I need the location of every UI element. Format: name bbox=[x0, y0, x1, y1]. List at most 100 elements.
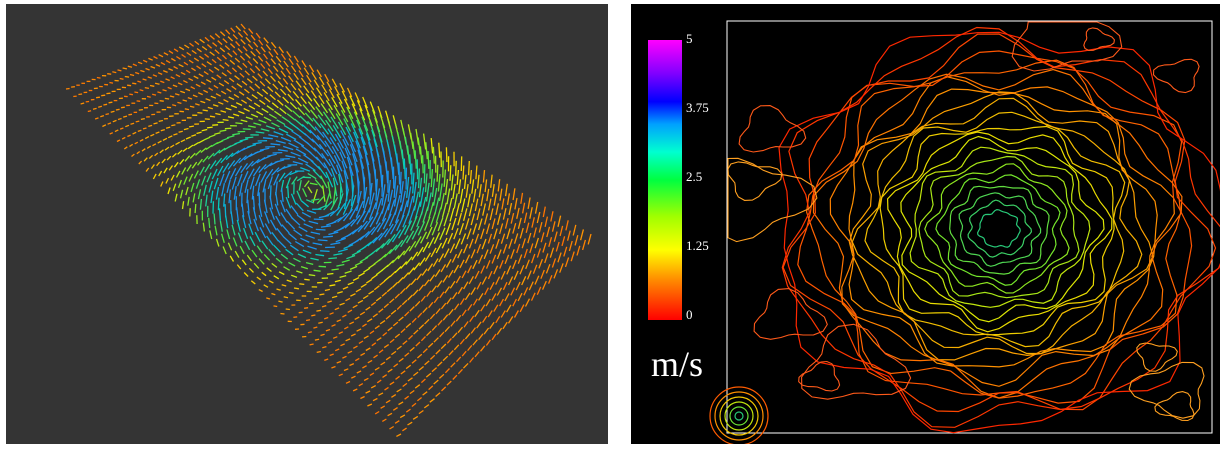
velocity-vector bbox=[302, 249, 312, 254]
velocity-vector bbox=[158, 119, 164, 123]
velocity-vector bbox=[129, 143, 134, 147]
velocity-vector bbox=[134, 141, 139, 145]
velocity-vector bbox=[300, 200, 310, 208]
velocity-vector bbox=[342, 138, 351, 156]
velocity-vector bbox=[460, 233, 467, 245]
velocity-vector bbox=[286, 279, 292, 283]
velocity-vector bbox=[435, 349, 441, 355]
velocity-vector bbox=[458, 222, 465, 236]
velocity-vector bbox=[276, 288, 281, 291]
velocity-vector bbox=[360, 283, 367, 288]
velocity-vector bbox=[152, 173, 157, 180]
velocity-vector bbox=[213, 84, 219, 89]
velocity-vector bbox=[499, 298, 504, 307]
velocity-vector bbox=[281, 284, 287, 287]
velocity-vector bbox=[471, 179, 475, 194]
velocity-vector bbox=[302, 188, 308, 198]
velocity-vector bbox=[474, 270, 480, 279]
velocity-vector bbox=[320, 250, 330, 253]
velocity-vector bbox=[297, 157, 309, 164]
velocity-vector bbox=[231, 67, 238, 73]
velocity-vector bbox=[198, 139, 205, 144]
velocity-vector bbox=[140, 69, 145, 73]
velocity-vector bbox=[241, 203, 245, 218]
velocity-vector bbox=[431, 285, 437, 293]
velocity-vector bbox=[280, 70, 287, 78]
velocity-vector bbox=[344, 147, 353, 166]
velocity-vector bbox=[453, 193, 458, 209]
velocity-vector bbox=[399, 288, 406, 295]
velocity-vector bbox=[438, 183, 443, 202]
contour-line bbox=[801, 323, 912, 400]
velocity-vector bbox=[243, 153, 253, 161]
velocity-vector bbox=[245, 160, 254, 170]
velocity-vector bbox=[362, 323, 367, 328]
velocity-vector bbox=[246, 78, 253, 84]
velocity-vector bbox=[293, 229, 303, 237]
velocity-vector bbox=[234, 57, 241, 63]
velocity-vector bbox=[295, 98, 302, 107]
velocity-vector bbox=[316, 309, 322, 312]
velocity-vector bbox=[177, 179, 183, 189]
velocity-vector bbox=[447, 197, 453, 213]
velocity-vector bbox=[315, 106, 324, 117]
velocity-vector bbox=[484, 179, 488, 193]
velocity-vector bbox=[308, 274, 316, 277]
velocity-vector bbox=[193, 75, 199, 80]
velocity-vector bbox=[386, 233, 396, 246]
velocity-vector bbox=[283, 124, 294, 132]
velocity-vector bbox=[129, 93, 134, 96]
velocity-vector bbox=[521, 276, 527, 286]
velocity-vector bbox=[268, 134, 279, 138]
velocity-vector bbox=[314, 179, 324, 189]
velocity-vector bbox=[440, 264, 447, 273]
velocity-vector bbox=[283, 170, 293, 179]
velocity-vector bbox=[341, 259, 350, 264]
velocity-vector bbox=[253, 41, 259, 48]
velocity-vector bbox=[273, 244, 281, 253]
velocity-vector bbox=[206, 126, 213, 129]
velocity-vector bbox=[220, 90, 227, 95]
velocity-vector bbox=[304, 278, 310, 281]
velocity-vector bbox=[459, 188, 464, 204]
velocity-vector bbox=[472, 298, 478, 306]
velocity-vector bbox=[406, 186, 412, 208]
velocity-vector bbox=[401, 149, 405, 170]
velocity-vector bbox=[203, 89, 209, 94]
velocity-vector bbox=[227, 160, 236, 170]
velocity-vector bbox=[343, 98, 351, 110]
velocity-vector bbox=[418, 324, 425, 330]
velocity-vector bbox=[483, 327, 490, 335]
velocity-vector bbox=[474, 309, 480, 318]
contour-line bbox=[782, 33, 1217, 413]
velocity-vector bbox=[378, 308, 384, 313]
velocity-vector bbox=[533, 227, 537, 238]
velocity-vector bbox=[457, 368, 463, 375]
velocity-vector bbox=[413, 329, 419, 335]
velocity-vector bbox=[247, 125, 256, 128]
velocity-vector bbox=[357, 181, 360, 204]
velocity-vector bbox=[180, 90, 186, 94]
velocity-vector bbox=[178, 130, 183, 133]
velocity-vector bbox=[179, 189, 184, 199]
velocity-vector bbox=[268, 113, 277, 120]
velocity-vector bbox=[368, 121, 376, 137]
velocity-vector bbox=[450, 362, 456, 368]
velocity-vector bbox=[393, 363, 399, 368]
velocity-vector bbox=[263, 284, 269, 288]
velocity-vector bbox=[329, 206, 341, 217]
velocity-vector bbox=[300, 265, 308, 270]
velocity-vector bbox=[152, 143, 157, 147]
velocity-vector bbox=[510, 249, 515, 259]
velocity-vector bbox=[219, 220, 223, 232]
velocity-vector bbox=[411, 317, 417, 323]
velocity-vector bbox=[482, 315, 488, 323]
velocity-vector bbox=[360, 395, 365, 400]
velocity-vector bbox=[479, 345, 486, 352]
velocity-vector bbox=[301, 60, 307, 68]
velocity-vector bbox=[516, 207, 520, 219]
velocity-vector bbox=[420, 378, 426, 384]
velocity-vector bbox=[274, 91, 281, 98]
velocity-vector bbox=[315, 87, 323, 96]
velocity-vector bbox=[292, 110, 301, 119]
